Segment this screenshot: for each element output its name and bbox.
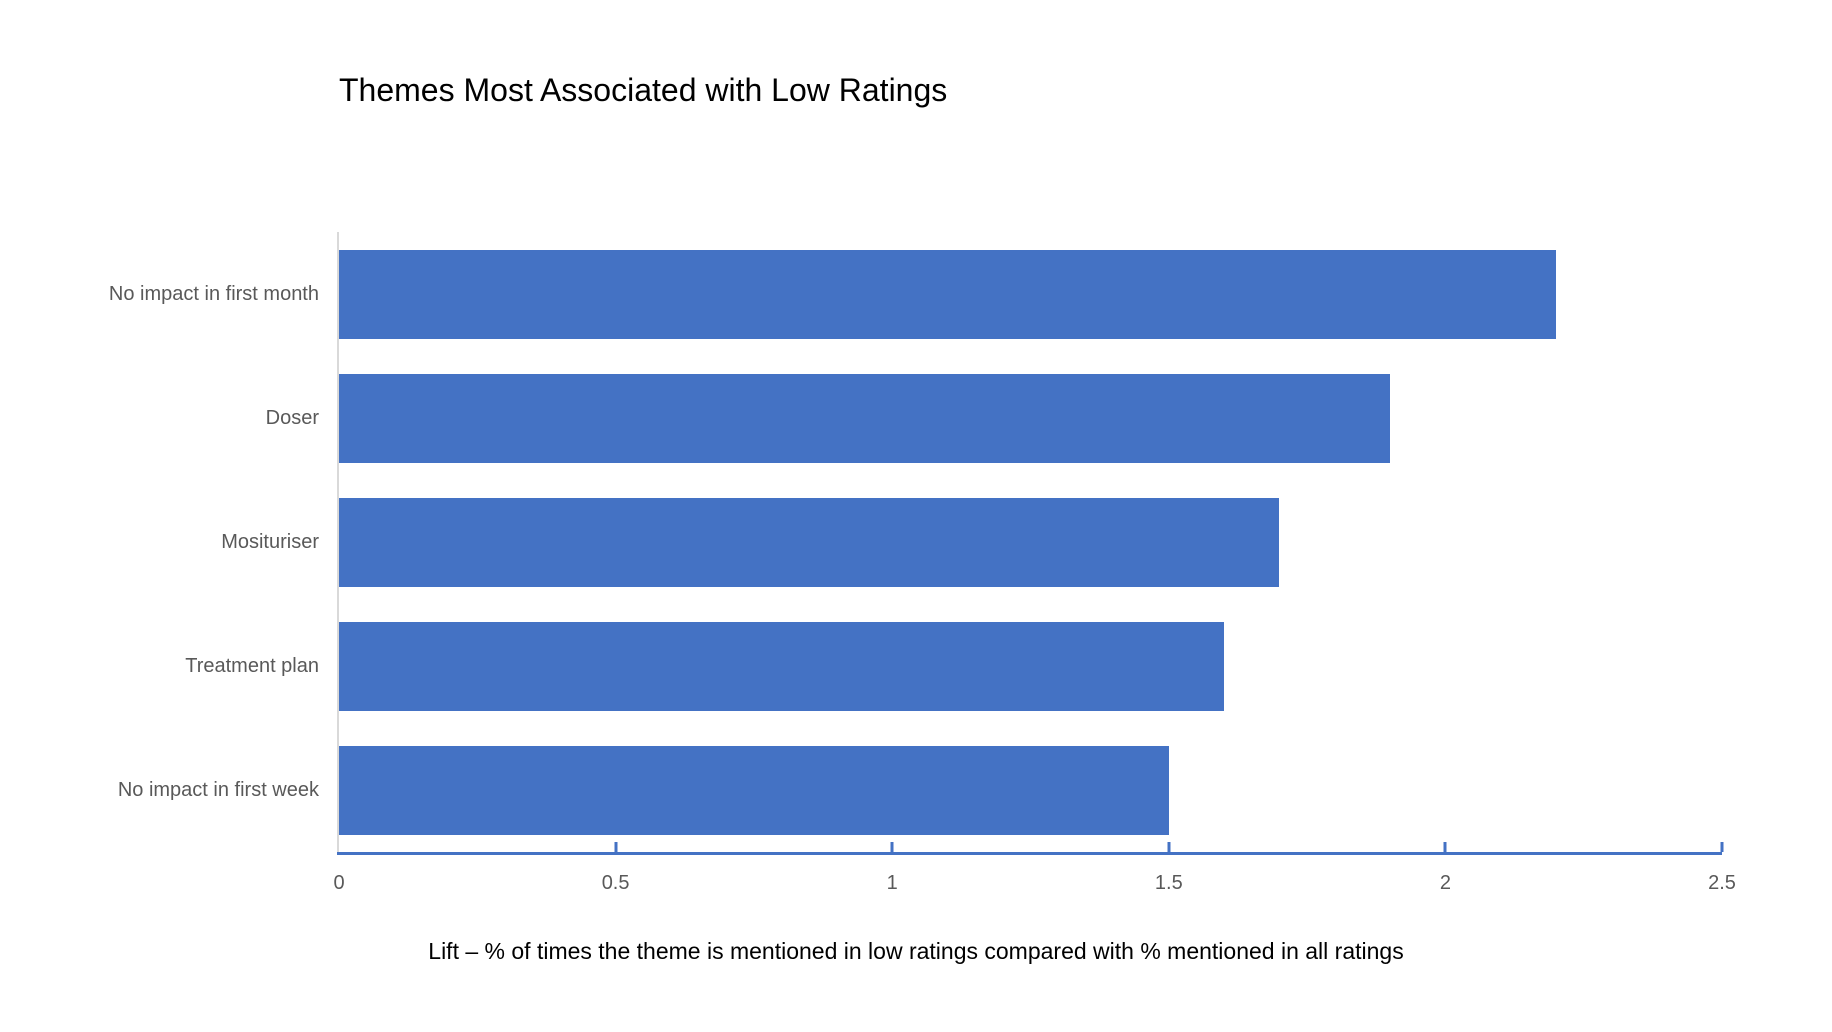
category-label: Doser [265,406,319,429]
x-axis-tick [614,842,618,852]
bars-container: No impact in first month Doser Mosituriser… [109,232,1722,852]
category-label: No impact in first week [117,778,319,801]
category-label: Treatment plan [185,654,319,677]
chart-row: Mosituriser [221,480,1722,604]
x-axis-tick [1720,842,1724,852]
x-axis-tick-labels: 0 0.5 1 1.5 2 2.5 [333,872,1735,902]
x-tick-label: 2 [1439,872,1451,894]
bar [339,621,1225,711]
x-axis-tick [1167,842,1171,852]
x-axis-tick [1443,842,1447,852]
x-tick-label: 0.5 [601,872,630,894]
bar [339,373,1391,463]
x-tick-label: 1 [886,872,898,894]
plot-area: No impact in first month Doser Mosituriser… [109,232,1724,855]
bar [339,249,1557,339]
chart-title: Themes Most Associated with Low Ratings [339,72,948,108]
axis-caption: Lift – % of times the theme is mentioned… [428,938,1404,964]
chart-row: No impact in first month [109,232,1722,356]
category-label: No impact in first month [108,282,319,305]
x-axis-tick [890,842,894,852]
x-axis-line [337,852,1722,855]
x-tick-label: 0 [333,872,345,894]
chart-row: Doser [266,356,1722,480]
x-tick-label: 1.5 [1154,872,1183,894]
category-label: Mosituriser [221,530,319,553]
x-tick-label: 2.5 [1708,872,1736,894]
bar [339,497,1280,587]
y-axis-line [337,232,339,855]
bar [339,745,1169,835]
chart-row: No impact in first week [118,728,1722,852]
chart-row: Treatment plan [185,604,1722,728]
